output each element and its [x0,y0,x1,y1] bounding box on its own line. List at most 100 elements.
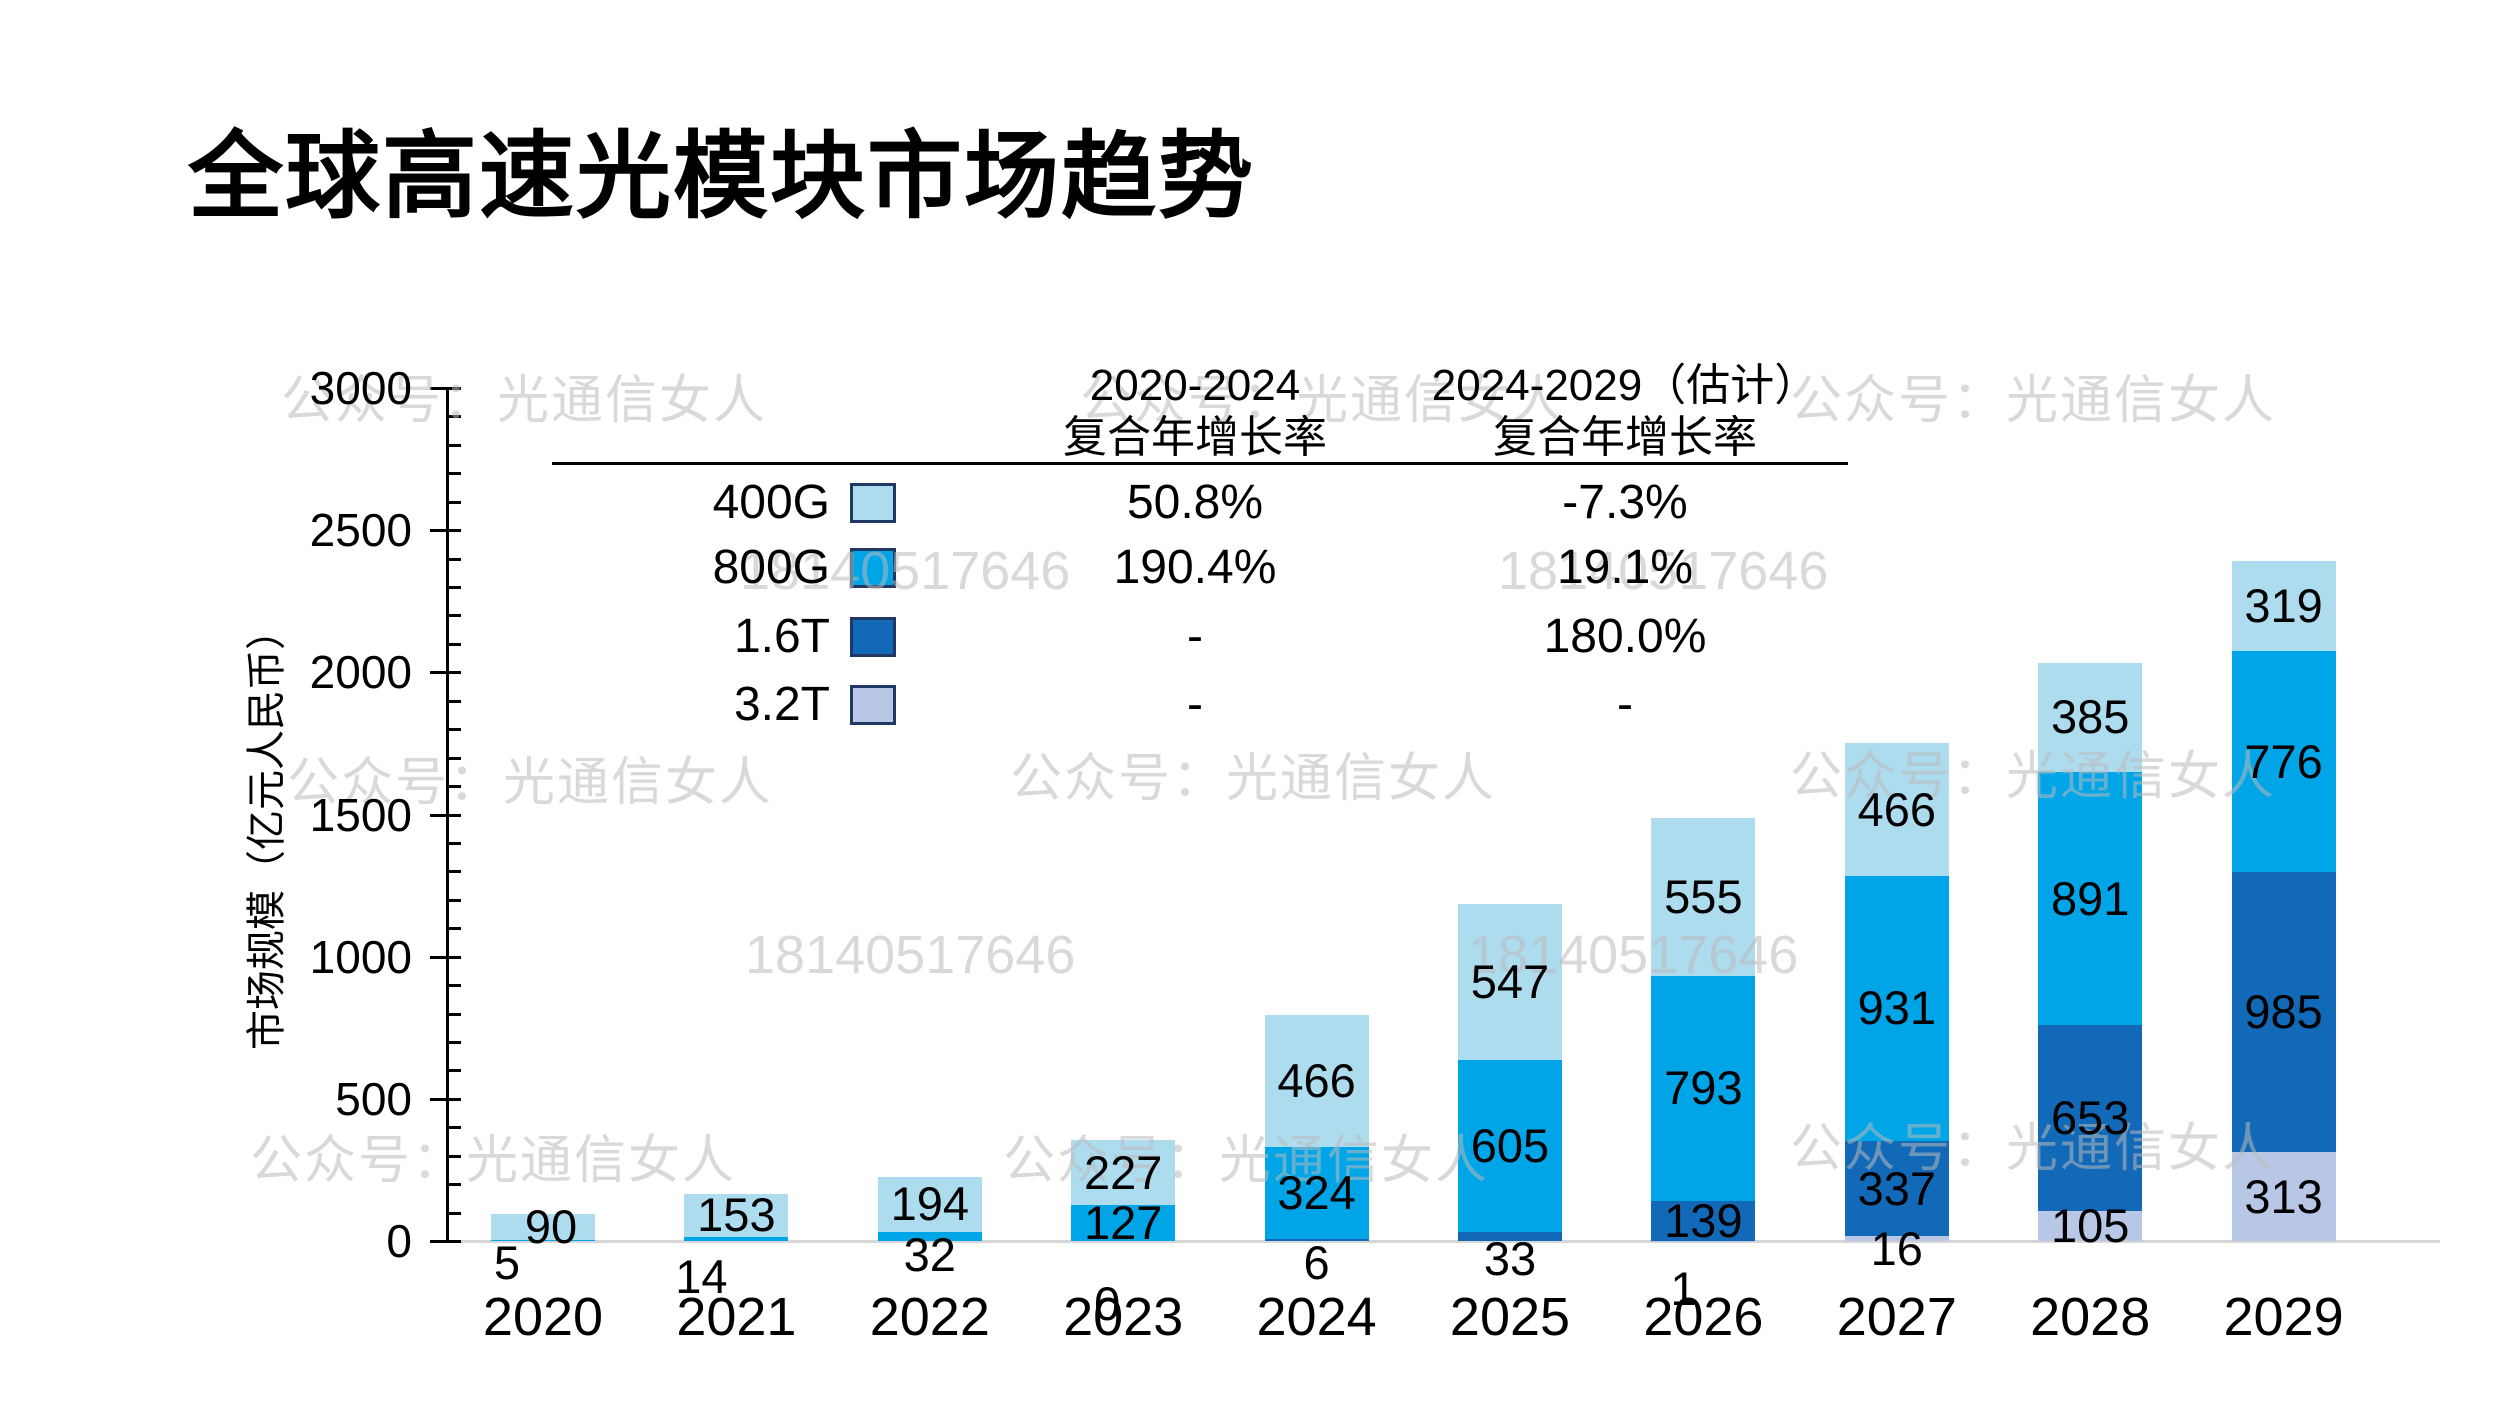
y-minor-tick [446,1012,461,1016]
y-major-tick [430,813,461,817]
bar-value-label: 227 [1083,1145,1163,1199]
y-tick-label: 500 [335,1072,412,1125]
bar-segment-800G [1651,975,1756,1202]
watermark-account: 公众号：光通信女人 [281,372,768,430]
x-category-label: 2027 [1836,1287,1957,1347]
watermark-account: 公众号：光通信女人 [1003,1132,1490,1190]
y-minor-tick [446,841,461,845]
y-minor-tick [446,1126,461,1130]
bar-segment-3.2T [2038,1211,2143,1241]
legend-swatch-3.2T [850,685,896,725]
y-minor-tick [446,898,461,902]
y-major-tick [430,1240,461,1243]
page-title: 全球高速光模块市场趋势 [188,124,1256,230]
cagr-col1-header-line2: 复合年增长率 [1063,413,1327,462]
watermark-number: 18140517646 [740,541,1071,601]
y-major-tick [430,955,461,959]
watermark-number: 18140517646 [745,925,1076,985]
bar-value-label: 776 [2244,734,2323,788]
cagr-col2-header-line2: 复合年增长率 [1493,413,1757,462]
bar-value-label: 555 [1664,869,1743,923]
bar-value-label: 653 [2050,1091,2130,1145]
watermark-number: 18140517646 [1468,925,1799,985]
y-minor-tick [446,614,461,618]
bar-value-label: 105 [2050,1199,2130,1253]
y-minor-tick [446,728,461,732]
bar-segment-800G [1264,1147,1369,1240]
cagr-col1-header-line1: 2020-2024 [1089,361,1301,410]
bar-value-label: 139 [1664,1193,1743,1247]
x-category-label: 2023 [1063,1287,1184,1347]
bar-value-label: 324 [1277,1166,1356,1220]
legend-swatch-400G [850,483,896,523]
bar-value-label: 90 [524,1199,578,1253]
legend-series-label: 800G [712,541,830,594]
cagr-col2-header-line1: 2024-2029（估计） [1431,361,1819,410]
x-category-label: 2025 [1449,1287,1571,1347]
y-major-tick [430,529,461,533]
watermark-account: 公众号：光通信女人 [1080,372,1567,430]
legend-series-label: 3.2T [733,678,830,731]
cagr-2020-2024-value: - [1187,610,1203,663]
y-minor-tick [446,699,461,703]
x-category-label: 2026 [1643,1287,1764,1347]
bar-value-label: 931 [1857,981,1936,1035]
y-tick-label: 1000 [309,930,412,983]
watermark-account: 公众号：光通信女人 [1790,748,2277,806]
x-axis-baseline [446,1240,2440,1243]
bar-segment-1.6T [2231,871,2336,1152]
bar-value-label: 32 [903,1228,956,1281]
bar-segment-800G [1844,875,1949,1141]
y-minor-tick [446,443,461,447]
legend-swatch-800G [850,548,896,588]
y-minor-tick [446,756,461,760]
cagr-2020-2024-value: 190.4% [1113,541,1277,594]
bar-segment-800G [877,1231,982,1241]
x-category-label: 2022 [869,1287,990,1347]
bar-segment-800G [2038,772,2143,1026]
bar-segment-1.6T [1844,1140,1949,1237]
bar-value-label: 6 [1303,1236,1330,1289]
y-minor-tick [446,870,461,874]
bar-value-label: 194 [890,1177,969,1231]
y-tick-label: 2500 [309,504,412,557]
bar-value-label: 605 [1470,1118,1550,1172]
y-minor-tick [446,642,461,646]
watermark-account: 公众号：光通信女人 [1790,1120,2277,1178]
bar-value-label: 385 [2050,690,2130,744]
bar-value-label: 14 [675,1250,728,1303]
y-minor-tick [446,984,461,988]
bar-value-label: 793 [1664,1061,1743,1115]
bar-value-label: 1 [1670,1262,1697,1315]
bar-segment-1.6T [2038,1025,2143,1212]
cagr-2024-2029-value: - [1617,678,1633,731]
bar-value-label: 466 [1857,782,1936,836]
watermark-account: 公众号：光通信女人 [287,754,774,812]
y-tick-label: 2000 [309,646,412,699]
cagr-2020-2024-value: 50.8% [1126,476,1264,529]
bar-value-label: 33 [1483,1232,1537,1285]
bar-segment-800G [1458,1059,1562,1232]
bar-segment-400G [1458,904,1562,1060]
bar-segment-400G [684,1193,789,1238]
y-minor-tick [446,927,461,931]
bar-segment-1.6T [1264,1239,1369,1241]
y-minor-tick [446,1183,461,1187]
y-minor-tick [446,1040,461,1044]
bar-value-label: 891 [2050,871,2130,925]
bar-value-label: 466 [1277,1053,1356,1107]
x-category-label: 2028 [2030,1287,2151,1347]
legend-series-label: 1.6T [733,610,830,663]
y-major-tick [430,387,461,390]
bar-segment-400G [1264,1014,1369,1148]
watermark-number: 18140517646 [1498,541,1829,601]
bar-value-label: 0 [1094,1277,1121,1330]
watermark-account: 公众号：光通信女人 [1010,750,1497,808]
y-minor-tick [446,586,461,590]
bar-segment-400G [1651,817,1756,976]
bar-segment-3.2T [2231,1152,2336,1241]
bar-value-label: 547 [1470,954,1550,1008]
y-tick-label: 1500 [309,788,412,841]
bar-value-label: 153 [697,1188,776,1242]
